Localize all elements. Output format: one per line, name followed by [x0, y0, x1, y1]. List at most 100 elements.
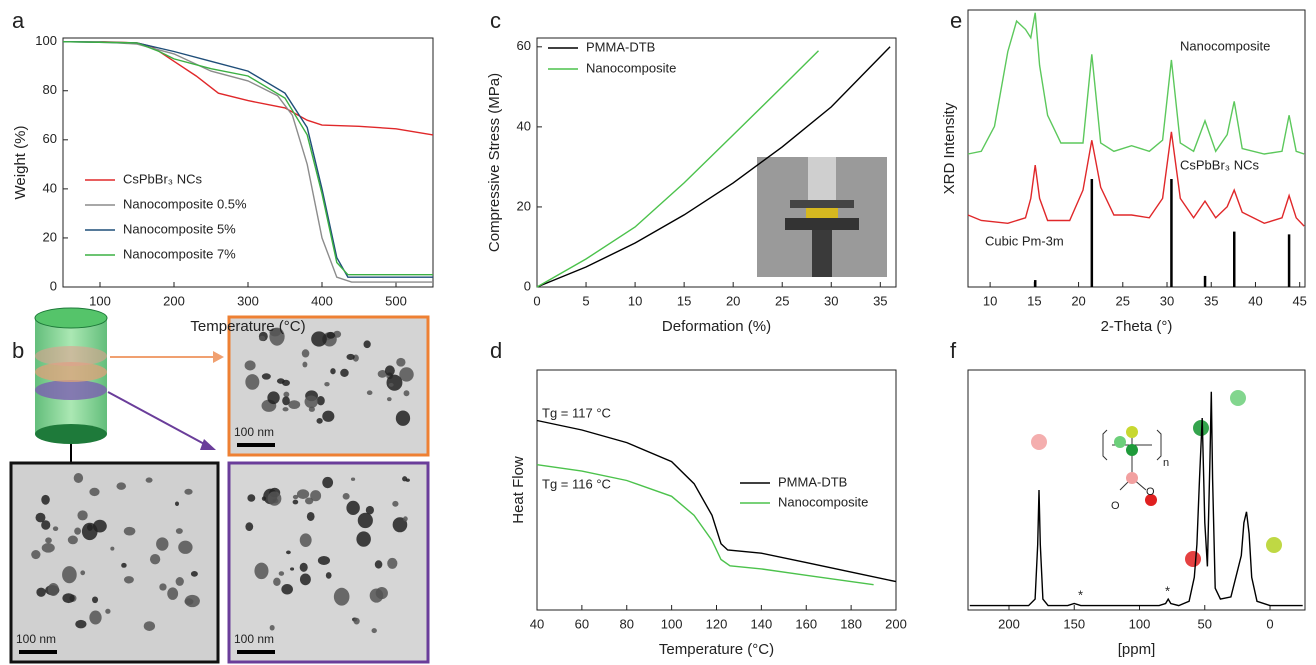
x-axis-label: Deformation (%) — [662, 318, 771, 335]
particle — [317, 555, 331, 566]
particle — [282, 407, 289, 412]
particle — [62, 566, 77, 584]
x-tick-label: 35 — [873, 293, 887, 308]
particle — [116, 482, 127, 490]
panel-letter: d — [490, 338, 502, 363]
particle — [316, 418, 323, 424]
series-line — [536, 419, 897, 583]
particle — [269, 327, 281, 337]
particle — [184, 488, 193, 495]
particle — [175, 577, 184, 586]
x-tick-label: 160 — [795, 616, 817, 631]
particle — [149, 554, 161, 565]
x-tick-label: 20 — [1071, 293, 1085, 308]
x-tick-label: 5 — [582, 293, 589, 308]
series-line — [967, 131, 1305, 227]
particle — [371, 628, 377, 634]
particle — [366, 390, 373, 395]
x-tick-label: 40 — [1248, 293, 1262, 308]
particle — [322, 410, 335, 422]
legend-label: Nanocomposite — [778, 494, 868, 509]
series-line — [63, 41, 434, 136]
particle — [288, 400, 301, 410]
structure-label: O — [1111, 500, 1120, 512]
particle — [92, 519, 107, 533]
particle — [304, 395, 318, 409]
scale-bar-label: 100 nm — [234, 425, 274, 439]
legend-label: PMMA-DTB — [778, 474, 847, 489]
particle — [377, 370, 387, 378]
scale-bar-label: 100 nm — [234, 632, 274, 646]
x-tick-label: 140 — [751, 616, 773, 631]
particle — [281, 584, 293, 595]
particle — [403, 390, 410, 397]
particle — [302, 361, 308, 368]
reference-label: Cubic Pm-3m — [985, 233, 1064, 248]
particle — [392, 500, 399, 507]
y-tick-label: 0 — [524, 278, 531, 293]
y-tick-label: 100 — [35, 33, 57, 48]
legend-label: Nanocomposite 7% — [123, 246, 236, 261]
particle — [74, 527, 81, 535]
x-tick-label: 45 — [1292, 293, 1306, 308]
x-tick-label: 100 — [661, 616, 683, 631]
annotation: Tg = 117 °C — [542, 405, 611, 420]
x-tick-label: 15 — [1027, 293, 1041, 308]
particle — [121, 562, 127, 568]
particle — [178, 540, 193, 554]
particle — [245, 374, 260, 390]
particle — [167, 587, 179, 600]
particle — [356, 531, 371, 547]
x-tick-label: 40 — [530, 616, 544, 631]
particle — [353, 617, 360, 625]
x-tick-label: 200 — [163, 293, 185, 308]
x-tick-label: 100 — [1129, 616, 1151, 631]
particle — [403, 516, 408, 522]
x-axis-label: 2-Theta (°) — [1101, 318, 1173, 335]
particle — [47, 582, 59, 597]
particle — [41, 494, 50, 505]
particle — [267, 391, 280, 405]
x-tick-label: 25 — [775, 293, 789, 308]
x-tick-label: 35 — [1204, 293, 1218, 308]
particle — [75, 619, 87, 629]
x-tick-label: 500 — [385, 293, 407, 308]
particle — [369, 588, 384, 603]
x-tick-label: 30 — [1160, 293, 1174, 308]
particle — [292, 494, 299, 500]
particle — [156, 537, 169, 551]
particle — [89, 487, 100, 497]
y-tick-label: 60 — [43, 131, 57, 146]
particle — [395, 410, 411, 426]
series-label: CsPbBr₃ NCs — [1180, 157, 1259, 172]
annotation: Tg = 116 °C — [542, 476, 611, 491]
x-tick-label: 200 — [885, 616, 907, 631]
particle — [324, 381, 330, 387]
y-tick-label: 20 — [43, 229, 57, 244]
x-tick-label: 50 — [1198, 616, 1212, 631]
particle — [306, 511, 315, 521]
particle — [254, 562, 269, 580]
x-tick-label: 80 — [620, 616, 634, 631]
legend-label: Nanocomposite 0.5% — [123, 196, 247, 211]
series-line — [967, 12, 1305, 155]
x-tick-label: 180 — [840, 616, 862, 631]
particle — [346, 500, 360, 516]
particle — [145, 477, 153, 483]
particle — [396, 357, 406, 367]
particle — [299, 573, 311, 586]
particle — [286, 550, 291, 555]
particle — [77, 510, 88, 521]
scale-bar-label: 100 nm — [16, 632, 56, 646]
structure-label: n — [1163, 457, 1169, 469]
particle — [346, 353, 355, 360]
particle — [296, 489, 310, 499]
series-line — [536, 464, 874, 586]
particle — [299, 562, 308, 572]
x-tick-label: 300 — [237, 293, 259, 308]
particle — [365, 505, 374, 515]
particle — [41, 543, 55, 553]
particle — [67, 535, 78, 545]
particle — [325, 572, 332, 579]
x-tick-label: 400 — [311, 293, 333, 308]
